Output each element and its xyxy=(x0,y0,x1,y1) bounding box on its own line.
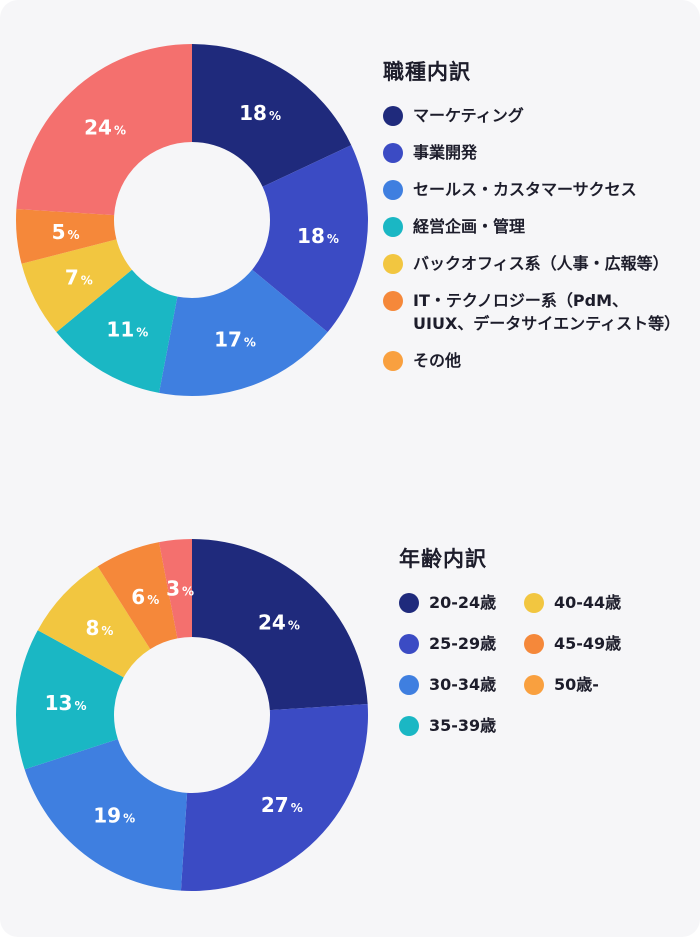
legend1-swatch-3 xyxy=(399,716,419,736)
legend1-label-6: 50歳- xyxy=(554,675,599,694)
legend0-swatch-4 xyxy=(383,254,403,274)
donut1-slice-1 xyxy=(180,703,368,891)
job-type-title: 職種内訳 xyxy=(383,60,471,84)
donut0-slice-0 xyxy=(192,44,352,187)
donut1-slice-2 xyxy=(24,739,188,891)
legend1-label-5: 45-49歳 xyxy=(554,634,622,653)
legend0-swatch-0 xyxy=(383,106,403,126)
legend0-label-0: マーケティング xyxy=(413,106,524,125)
donut1-slice-0 xyxy=(192,539,368,711)
legend0-swatch-6 xyxy=(383,351,403,371)
legend1-item-6: 50歳- xyxy=(524,673,644,696)
legend0-item-6: その他 xyxy=(383,349,683,372)
job-type-legend: 職種内訳 マーケティング 事業開発セールス・カスタマーサクセス 経営企画・管理バック… xyxy=(383,56,683,386)
donut0-slice-label-4: 7% xyxy=(65,266,93,290)
donut1-slice-label-3: 13% xyxy=(45,691,87,715)
age-title: 年齢内訳 xyxy=(399,547,487,571)
donut0-slice-4 xyxy=(21,239,132,333)
donut1-slice-label-0: 24% xyxy=(258,610,300,634)
donut0-slice-label-2: 17% xyxy=(214,327,256,351)
legend1-item-3: 35-39歳 xyxy=(399,714,524,737)
legend0-label-1: 事業開発 xyxy=(413,143,478,162)
legend0-swatch-2 xyxy=(383,180,403,200)
donut1-slice-label-6: 3% xyxy=(166,577,194,601)
donut1-slice-label-2: 19% xyxy=(93,803,135,827)
legend0-label-4: バックオフィス系（人事・広報等） xyxy=(413,254,669,273)
donut0-slice-label-0: 18% xyxy=(239,101,281,125)
donut0-slice-1 xyxy=(252,145,368,333)
legend0-label-2: セールス・カスタマーサクセス xyxy=(413,180,637,199)
donut1-slice-label-5: 6% xyxy=(131,585,159,609)
age-legend: 年齢内訳 20-24歳 40-44歳 25-29歳 45-49歳 30-34歳 50歳- 3… xyxy=(399,543,679,755)
donut0-slice-label-5: 5% xyxy=(52,220,80,244)
donut0-slice-2 xyxy=(159,269,328,397)
donut1-slice-4 xyxy=(37,566,151,678)
legend1-item-0: 20-24歳 xyxy=(399,591,524,614)
age-legend-items: 20-24歳 40-44歳 25-29歳 45-49歳 30-34歳 50歳- 35-39歳 xyxy=(399,591,679,755)
legend0-label-3: 経営企画・管理 xyxy=(413,217,526,236)
legend0-item-0: マーケティング xyxy=(383,104,683,127)
legend0-label-6: その他 xyxy=(413,351,462,370)
legend1-label-3: 35-39歳 xyxy=(429,716,497,735)
legend0-item-3: 経営企画・管理 xyxy=(383,215,683,238)
legend0-swatch-5 xyxy=(383,291,403,311)
legend1-swatch-1 xyxy=(399,634,419,654)
donut1-slice-label-1: 27% xyxy=(261,793,303,817)
legend1-item-2: 30-34歳 xyxy=(399,673,524,696)
legend1-label-1: 25-29歳 xyxy=(429,634,497,653)
age-donut-chart: 24 % 27 % 19 % 13 % 8 % 6% 3% xyxy=(16,539,368,891)
legend0-item-1: 事業開発 xyxy=(383,141,683,164)
donut1-slice-3 xyxy=(16,630,124,770)
legend1-label-2: 30-34歳 xyxy=(429,675,497,694)
legend0-item-2: セールス・カスタマーサクセス xyxy=(383,178,683,201)
legend1-swatch-6 xyxy=(524,675,544,695)
legend0-label-5: IT・テクノロジー系（PdM、UIUX、データサイエンティスト等） xyxy=(413,291,681,333)
donut0-slice-5 xyxy=(15,208,117,264)
legend1-item-4: 40-44歳 xyxy=(524,591,644,614)
donut1-slice-label-4: 8% xyxy=(85,616,113,640)
donut1-slice-6 xyxy=(159,539,192,639)
legend1-label-4: 40-44歳 xyxy=(554,593,622,612)
legend0-item-4: バックオフィス系（人事・広報等） xyxy=(383,252,683,275)
legend0-item-5: IT・テクノロジー系（PdM、UIUX、データサイエンティスト等） xyxy=(383,289,683,335)
legend0-swatch-1 xyxy=(383,143,403,163)
legend1-swatch-5 xyxy=(524,634,544,654)
job-type-donut-chart: 18 % 18 % 17 % 11 % 7 % 5 % 24% xyxy=(15,44,368,397)
donut0-slice-label-1: 18% xyxy=(297,224,339,248)
legend1-label-0: 20-24歳 xyxy=(429,593,497,612)
donut0-slice-label-6: 24% xyxy=(84,115,126,139)
legend1-swatch-0 xyxy=(399,593,419,613)
legend1-item-1: 25-29歳 xyxy=(399,632,524,655)
legend1-item-5: 45-49歳 xyxy=(524,632,644,655)
legend1-swatch-4 xyxy=(524,593,544,613)
donut1-slice-5 xyxy=(97,542,178,650)
legend0-swatch-3 xyxy=(383,217,403,237)
legend1-swatch-2 xyxy=(399,675,419,695)
donut0-slice-6 xyxy=(16,44,193,216)
job-type-legend-items: マーケティング 事業開発セールス・カスタマーサクセス 経営企画・管理バックオフィス系… xyxy=(383,104,683,372)
donut0-slice-3 xyxy=(56,269,178,393)
donut0-slice-label-3: 11% xyxy=(106,317,148,341)
